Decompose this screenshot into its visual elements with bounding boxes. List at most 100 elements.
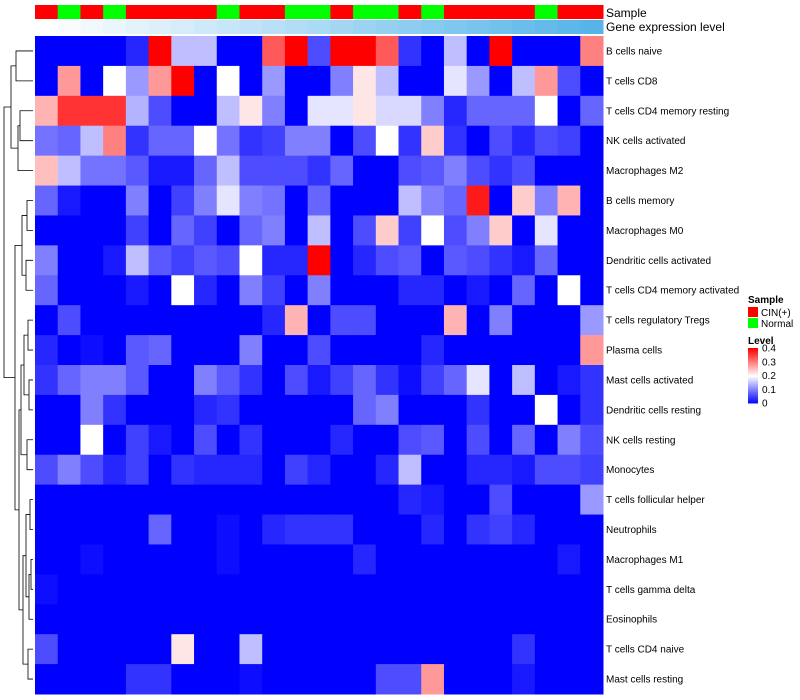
- heatmap-cell: [57, 125, 81, 157]
- heatmap-cell: [421, 275, 445, 306]
- heatmap-cell: [35, 394, 59, 426]
- sample-annotation-cell: [398, 5, 422, 19]
- level-colorbar-segment: [748, 348, 758, 350]
- heatmap-cell: [421, 544, 445, 575]
- heatmap-cell: [194, 65, 218, 97]
- level-tick-label: 0.2: [762, 371, 776, 382]
- heatmap-cell: [57, 155, 81, 187]
- heatmap-cell: [80, 95, 104, 127]
- heatmap-cell: [194, 424, 218, 456]
- heatmap-cell: [421, 394, 445, 426]
- heatmap-cell: [580, 125, 604, 157]
- row-label: Mast cells resting: [606, 675, 683, 686]
- heatmap-cell: [534, 65, 559, 97]
- heatmap-cell: [580, 95, 604, 127]
- heatmap-cell: [284, 544, 309, 575]
- heatmap-cell: [284, 574, 309, 605]
- heatmap-cell: [103, 514, 127, 545]
- heatmap-cell: [580, 394, 604, 426]
- heatmap-cell: [35, 155, 59, 187]
- heatmap-cell: [353, 544, 377, 575]
- heatmap-cell: [330, 604, 354, 635]
- heatmap-cell: [216, 305, 240, 336]
- heatmap-cell: [103, 65, 127, 97]
- heatmap-cell: [375, 65, 400, 97]
- heatmap-cell: [443, 394, 468, 426]
- row-label: Macrophages M2: [606, 166, 684, 177]
- heatmap-cell: [375, 215, 400, 246]
- heatmap-cell: [262, 125, 286, 157]
- heatmap-cell: [125, 424, 150, 456]
- heatmap-cell: [557, 65, 581, 97]
- heatmap-cell: [194, 275, 218, 306]
- heatmap-cell: [103, 155, 127, 187]
- heatmap-cell: [443, 484, 468, 516]
- heatmap-cell: [216, 215, 240, 246]
- heatmap-cell: [194, 305, 218, 336]
- heatmap-cell: [353, 514, 377, 545]
- heatmap-cell: [171, 514, 195, 545]
- heatmap-cell: [194, 484, 218, 516]
- heatmap-cell: [103, 544, 127, 575]
- heatmap-cell: [557, 125, 581, 157]
- heatmap-cell: [557, 335, 581, 366]
- row-label: T cells CD8: [606, 76, 658, 87]
- heatmap-cell: [148, 275, 172, 306]
- row-dendrogram: [3, 50, 33, 680]
- heatmap-cell: [557, 275, 581, 306]
- heatmap-cell: [125, 155, 150, 187]
- level-colorbar-segment: [748, 382, 758, 385]
- heatmap-cell: [466, 185, 490, 216]
- heatmap-cell: [262, 394, 286, 426]
- heatmap-cell: [216, 335, 240, 366]
- heatmap-cell: [421, 454, 445, 486]
- heatmap-cell: [103, 484, 127, 516]
- heatmap-cell: [80, 634, 104, 665]
- level-colorbar-segment: [748, 365, 758, 368]
- heatmap-cell: [125, 65, 150, 97]
- legend-sample-label: CIN(+): [761, 308, 791, 319]
- heatmap-cell: [171, 604, 195, 635]
- heatmap-cell: [262, 454, 286, 486]
- heatmap-cell: [307, 365, 331, 396]
- heatmap-cell: [557, 484, 581, 516]
- heatmap-cell: [466, 365, 490, 396]
- heatmap-cell: [239, 424, 263, 456]
- heatmap-cell: [421, 125, 445, 157]
- heatmap-cell: [35, 65, 59, 97]
- heatmap-cell: [398, 664, 422, 695]
- heatmap-cell: [512, 95, 536, 127]
- heatmap-cell: [284, 514, 309, 545]
- expression-annotation-cell: [307, 20, 331, 34]
- heatmap-cell: [534, 634, 559, 665]
- heatmap-cell: [103, 245, 127, 276]
- heatmap-cell: [330, 95, 354, 127]
- heatmap-cell: [194, 215, 218, 246]
- heatmap-cell: [489, 305, 513, 336]
- heatmap-cell: [557, 155, 581, 187]
- heatmap-cell: [262, 514, 286, 545]
- heatmap-cell: [35, 544, 59, 575]
- heatmap-cell: [512, 245, 536, 276]
- heatmap-cell: [375, 514, 400, 545]
- heatmap-cell: [80, 424, 104, 456]
- heatmap-cell: [125, 36, 150, 67]
- heatmap-cell: [171, 125, 195, 157]
- expression-annotation-cell: [262, 20, 286, 34]
- heatmap-cell: [489, 95, 513, 127]
- level-colorbar-segment: [748, 401, 758, 404]
- heatmap-cell: [125, 604, 150, 635]
- legend-sample-label: Normal: [761, 319, 793, 330]
- heatmap-cell: [557, 544, 581, 575]
- heatmap-cell: [80, 245, 104, 276]
- heatmap-cell: [534, 275, 559, 306]
- heatmap-cell: [330, 335, 354, 366]
- heatmap-cell: [330, 155, 354, 187]
- heatmap-cell: [216, 36, 240, 67]
- heatmap-cell: [489, 185, 513, 216]
- heatmap-cell: [148, 664, 172, 695]
- legend: Sample CIN(+)Normal Level 0 0.1 0.2 0.3 0.4: [748, 295, 793, 410]
- heatmap-cell: [466, 65, 490, 97]
- dendrogram-branch: [29, 499, 33, 530]
- heatmap-cell: [171, 574, 195, 605]
